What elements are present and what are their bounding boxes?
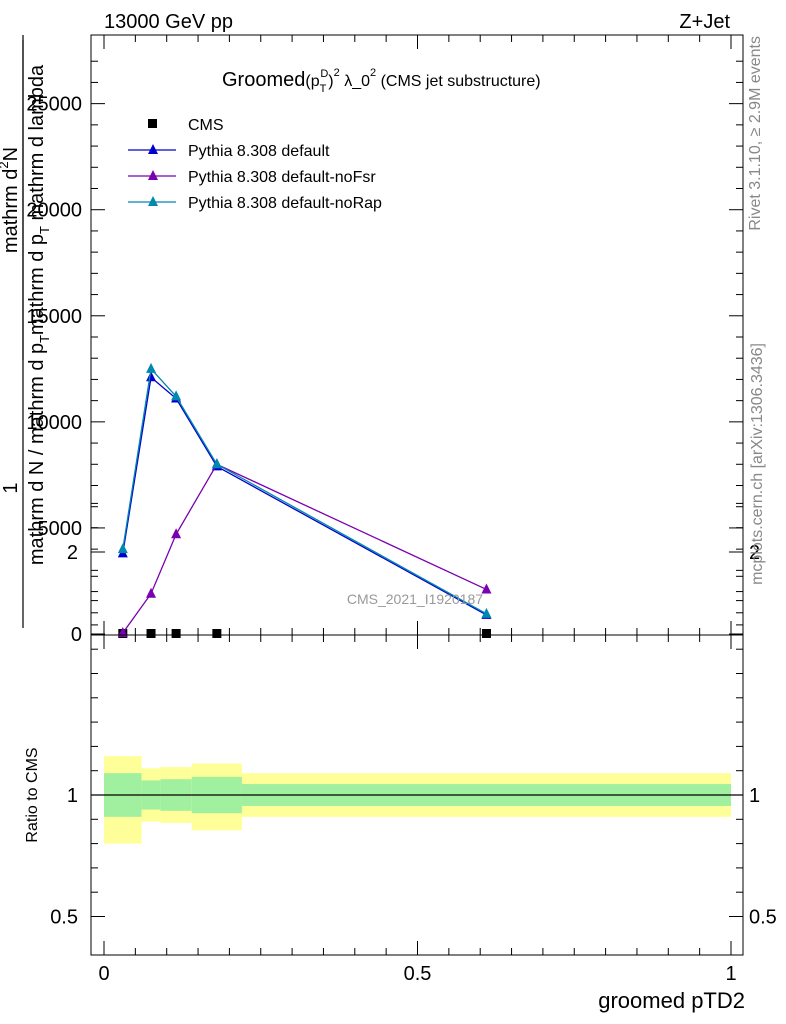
ratio-y-tick-label-right: 1 <box>749 785 760 807</box>
series-marker-2 <box>146 587 157 598</box>
legend-default-marker <box>148 144 158 154</box>
rivet-version-label: Rivet 3.1.10, ≥ 2.9M events <box>747 36 764 231</box>
ylabel-numerator-top-sup: 2 <box>0 161 11 168</box>
ylabel-denominator-main: mathrm d N / mathrm d p <box>26 343 48 565</box>
ylabel-one: 1 <box>0 482 22 493</box>
ratio-y-tick-label: 0.5 <box>50 907 78 929</box>
main-y-ticks: 0 5000 10000 15000 20000 25000 <box>26 60 743 646</box>
main-y-tick-label: 20000 <box>26 200 82 222</box>
x-axis-label: groomed pTD2 <box>598 988 745 1013</box>
legend-norap-marker <box>148 196 158 206</box>
series-marker-1 <box>146 371 157 382</box>
process-label: Z+Jet <box>679 11 730 33</box>
title-sq-2: 2 <box>370 67 376 79</box>
title-sq: 2 <box>334 67 340 79</box>
cms-data-point <box>212 629 222 638</box>
ratio-x-tick-label: 0.5 <box>404 963 432 985</box>
ratio-bands <box>104 756 731 844</box>
ratio-x-tick-label: 1 <box>725 963 736 985</box>
ratio-y-ticks: 0.5 0.5 1 1 2 2 <box>50 502 777 929</box>
series-marker-2 <box>117 626 128 637</box>
energy-label: 13000 GeV pp <box>104 11 233 33</box>
main-y-label: 1 mathrm d N / mathrm d pT mathrm d2N ma… <box>0 35 52 628</box>
main-y-tick-label: 5000 <box>38 518 83 540</box>
legend-nofsr-marker <box>148 170 158 180</box>
main-panel: 0 5000 10000 15000 20000 25000 Groomed(pTD)2 … <box>0 34 744 646</box>
series-marker-3 <box>117 543 128 554</box>
ratio-y-tick-label: 1 <box>67 785 78 807</box>
ratio-x-ticks: 0 0.5 1 <box>98 635 737 985</box>
series-line-1 <box>122 376 487 616</box>
series-line-2 <box>122 463 487 634</box>
legend: CMS Pythia 8.308 default Pythia 8.308 de… <box>128 117 382 212</box>
main-x-ticks <box>103 35 732 635</box>
ratio-y-tick-label-right: 2 <box>749 542 760 564</box>
cms-data-point <box>146 629 156 638</box>
title-lambda: λ_0 <box>340 73 370 90</box>
title-post: (CMS jet substructure) <box>376 73 540 90</box>
ylabel-denominator-sub: T <box>37 335 52 343</box>
ratio-panel: 0.5 0.51 12 2 0 0.5 1 Ratio to CMS groomed pT… <box>24 502 777 1013</box>
legend-label-cms: CMS <box>188 117 224 134</box>
series-line-3 <box>122 367 487 615</box>
main-y-tick-label: 10000 <box>26 412 82 434</box>
main-y-tick-label: 15000 <box>26 306 82 328</box>
title-sub-t: T <box>320 83 327 95</box>
legend-cms-marker <box>148 119 157 128</box>
series-marker-3 <box>146 362 157 373</box>
legend-label-nofsr: Pythia 8.308 default-noFsr <box>188 169 376 186</box>
main-y-tick-label: 25000 <box>26 94 82 116</box>
title-pre: Groomed <box>222 69 305 91</box>
series-marker-3 <box>171 390 182 401</box>
ylabel-denominator: mathrm d N / mathrm d pT <box>26 335 52 565</box>
ylabel-numerator-top-tail: N <box>0 147 22 161</box>
ratio-x-tick-label: 0 <box>98 963 109 985</box>
ylabel-numerator-top: mathrm d2N <box>0 147 22 253</box>
cms-data-point <box>171 629 181 638</box>
ylabel-numerator-bottom-sub: T <box>37 226 52 234</box>
ratio-y-tick-label: 2 <box>67 542 78 564</box>
ylabel-numerator-bottom: mathrm d pT mathrm d lambda <box>26 64 52 335</box>
legend-label-norap: Pythia 8.308 default-noRap <box>188 195 382 212</box>
chart-title: Groomed(pTD)2 λ_02 (CMS jet substructure… <box>222 67 541 95</box>
ylabel-numerator-top-main: mathrm d <box>0 169 22 253</box>
mcplots-label: mcplots.cern.ch [arXiv:1306.3436] <box>749 343 766 585</box>
ratio-y-tick-label-right: 0.5 <box>749 907 777 929</box>
series-marker-2 <box>481 583 492 594</box>
ratio-y-label: Ratio to CMS <box>24 747 41 842</box>
legend-label-default: Pythia 8.308 default <box>188 143 330 160</box>
watermark: CMS_2021_I1920187 <box>347 591 483 607</box>
title-sup-d: D <box>320 68 328 80</box>
ylabel-numerator-bottom-tail: mathrm d lambda <box>26 64 48 226</box>
main-y-tick-label: 0 <box>71 624 82 646</box>
series-marker-2 <box>171 528 182 539</box>
series-marker-3 <box>481 607 492 618</box>
cms-data-point <box>481 629 491 638</box>
main-series <box>117 362 492 638</box>
series-marker-3 <box>211 458 222 469</box>
title-p: p <box>311 73 320 90</box>
ylabel-numerator-bottom-main: mathrm d p <box>26 234 48 335</box>
